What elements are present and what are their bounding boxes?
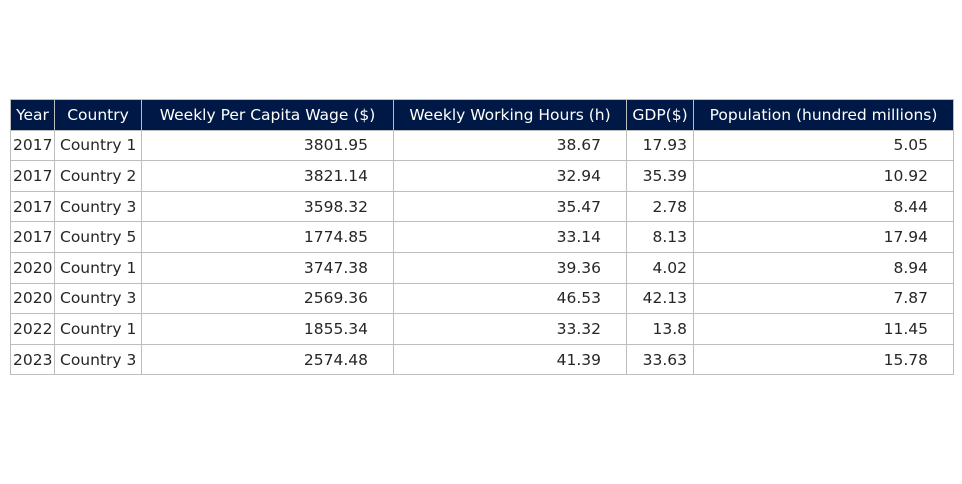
- cell-weekly-wage: 3747.38: [141, 251, 394, 284]
- cell-year: 2017: [10, 160, 55, 192]
- cell-weekly-wage: 1855.34: [141, 313, 394, 345]
- header-population: Population (hundred millions): [693, 99, 954, 131]
- cell-country: Country 3: [54, 343, 142, 376]
- header-year: Year: [10, 99, 55, 131]
- cell-population: 17.94: [693, 221, 954, 253]
- table-row: 2022 Country 1 1855.34 33.32 13.8 11.45: [10, 313, 954, 345]
- table-body: 2017 Country 1 3801.95 38.67 17.93 5.05 2017 Co…: [10, 129, 954, 376]
- cell-weekly-hours: 41.39: [393, 343, 627, 376]
- cell-country: Country 1: [54, 313, 142, 345]
- cell-gdp: 2.78: [626, 190, 694, 223]
- cell-gdp: 33.63: [626, 343, 694, 376]
- data-table-container: Year Country Weekly Per Capita Wage ($) …: [10, 99, 954, 376]
- cell-year: 2023: [10, 343, 55, 376]
- cell-weekly-wage: 2574.48: [141, 343, 394, 376]
- cell-weekly-wage: 3801.95: [141, 129, 394, 162]
- table-row: 2020 Country 3 2569.36 46.53 42.13 7.87: [10, 282, 954, 315]
- cell-country: Country 2: [54, 160, 142, 192]
- data-table: Year Country Weekly Per Capita Wage ($) …: [10, 99, 954, 376]
- cell-population: 10.92: [693, 160, 954, 192]
- table-row: 2023 Country 3 2574.48 41.39 33.63 15.78: [10, 343, 954, 376]
- cell-year: 2017: [10, 129, 55, 162]
- cell-population: 8.94: [693, 251, 954, 284]
- table-header-row: Year Country Weekly Per Capita Wage ($) …: [10, 99, 954, 131]
- header-weekly-wage: Weekly Per Capita Wage ($): [141, 99, 394, 131]
- cell-population: 15.78: [693, 343, 954, 376]
- cell-gdp: 13.8: [626, 313, 694, 345]
- header-country: Country: [54, 99, 142, 131]
- table-row: 2017 Country 5 1774.85 33.14 8.13 17.94: [10, 221, 954, 253]
- cell-country: Country 5: [54, 221, 142, 253]
- cell-weekly-wage: 2569.36: [141, 282, 394, 315]
- cell-gdp: 42.13: [626, 282, 694, 315]
- cell-gdp: 35.39: [626, 160, 694, 192]
- cell-population: 8.44: [693, 190, 954, 223]
- cell-weekly-hours: 46.53: [393, 282, 627, 315]
- cell-weekly-wage: 1774.85: [141, 221, 394, 253]
- cell-year: 2020: [10, 251, 55, 284]
- cell-year: 2022: [10, 313, 55, 345]
- header-weekly-hours: Weekly Working Hours (h): [393, 99, 627, 131]
- cell-gdp: 8.13: [626, 221, 694, 253]
- cell-country: Country 1: [54, 251, 142, 284]
- cell-year: 2017: [10, 221, 55, 253]
- cell-population: 7.87: [693, 282, 954, 315]
- cell-weekly-hours: 33.32: [393, 313, 627, 345]
- cell-year: 2020: [10, 282, 55, 315]
- cell-weekly-wage: 3821.14: [141, 160, 394, 192]
- cell-weekly-wage: 3598.32: [141, 190, 394, 223]
- cell-population: 11.45: [693, 313, 954, 345]
- cell-weekly-hours: 32.94: [393, 160, 627, 192]
- cell-year: 2017: [10, 190, 55, 223]
- cell-gdp: 17.93: [626, 129, 694, 162]
- table-row: 2017 Country 1 3801.95 38.67 17.93 5.05: [10, 129, 954, 162]
- cell-country: Country 3: [54, 282, 142, 315]
- cell-weekly-hours: 39.36: [393, 251, 627, 284]
- table-row: 2017 Country 3 3598.32 35.47 2.78 8.44: [10, 190, 954, 223]
- cell-country: Country 3: [54, 190, 142, 223]
- table-row: 2017 Country 2 3821.14 32.94 35.39 10.92: [10, 160, 954, 192]
- cell-country: Country 1: [54, 129, 142, 162]
- cell-gdp: 4.02: [626, 251, 694, 284]
- table-row: 2020 Country 1 3747.38 39.36 4.02 8.94: [10, 251, 954, 284]
- cell-weekly-hours: 33.14: [393, 221, 627, 253]
- cell-weekly-hours: 38.67: [393, 129, 627, 162]
- cell-population: 5.05: [693, 129, 954, 162]
- header-gdp: GDP($): [626, 99, 694, 131]
- cell-weekly-hours: 35.47: [393, 190, 627, 223]
